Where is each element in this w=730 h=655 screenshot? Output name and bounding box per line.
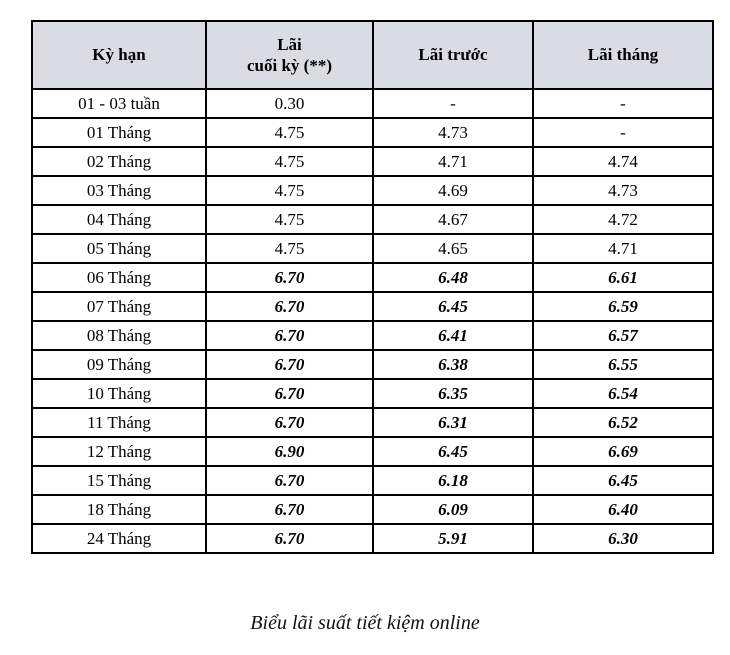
table-row: 06 Tháng 6.70 6.48 6.61 bbox=[31, 262, 714, 293]
term-cell: 04 Tháng bbox=[31, 204, 207, 235]
monthly-cell: 4.71 bbox=[532, 233, 714, 264]
col-header-monthly: Lãi tháng bbox=[532, 20, 714, 90]
end-of-term-cell: 6.70 bbox=[205, 291, 374, 322]
col-header-end-of-term-line1: Lãi bbox=[277, 34, 302, 54]
end-of-term-cell: 6.70 bbox=[205, 320, 374, 351]
table-row: 15 Tháng 6.70 6.18 6.45 bbox=[31, 465, 714, 496]
upfront-cell: 6.48 bbox=[372, 262, 534, 293]
end-of-term-cell: 6.70 bbox=[205, 494, 374, 525]
end-of-term-cell: 6.70 bbox=[205, 407, 374, 438]
term-cell: 06 Tháng bbox=[31, 262, 207, 293]
end-of-term-cell: 6.70 bbox=[205, 349, 374, 380]
monthly-cell: 4.74 bbox=[532, 146, 714, 177]
end-of-term-cell: 4.75 bbox=[205, 204, 374, 235]
monthly-cell: - bbox=[532, 117, 714, 148]
monthly-cell: 6.30 bbox=[532, 523, 714, 554]
table-caption: Biểu lãi suất tiết kiệm online bbox=[250, 612, 480, 634]
interest-rate-table-container: Kỳ hạn Lãi cuối kỳ (**) Lãi trước Lãi th… bbox=[31, 20, 714, 554]
upfront-cell: - bbox=[372, 88, 534, 119]
monthly-cell: 6.69 bbox=[532, 436, 714, 467]
monthly-cell: 6.59 bbox=[532, 291, 714, 322]
rate-table-header: Kỳ hạn Lãi cuối kỳ (**) Lãi trước Lãi th… bbox=[31, 20, 714, 90]
upfront-cell: 6.45 bbox=[372, 291, 534, 322]
table-row: 11 Tháng 6.70 6.31 6.52 bbox=[31, 407, 714, 438]
table-row: 09 Tháng 6.70 6.38 6.55 bbox=[31, 349, 714, 380]
term-cell: 05 Tháng bbox=[31, 233, 207, 264]
table-row: 10 Tháng 6.70 6.35 6.54 bbox=[31, 378, 714, 409]
term-cell: 15 Tháng bbox=[31, 465, 207, 496]
upfront-cell: 6.38 bbox=[372, 349, 534, 380]
monthly-cell: 6.61 bbox=[532, 262, 714, 293]
end-of-term-cell: 4.75 bbox=[205, 117, 374, 148]
col-header-term-label: Kỳ hạn bbox=[92, 45, 146, 65]
table-row: 03 Tháng 4.75 4.69 4.73 bbox=[31, 175, 714, 206]
table-row: 01 Tháng 4.75 4.73 - bbox=[31, 117, 714, 148]
end-of-term-cell: 4.75 bbox=[205, 175, 374, 206]
end-of-term-cell: 4.75 bbox=[205, 233, 374, 264]
table-row: 05 Tháng 4.75 4.65 4.71 bbox=[31, 233, 714, 264]
upfront-cell: 4.71 bbox=[372, 146, 534, 177]
rate-table-body: 01 - 03 tuần 0.30 - - 01 Tháng 4.75 4.73… bbox=[31, 88, 714, 554]
upfront-cell: 6.45 bbox=[372, 436, 534, 467]
table-row: 12 Tháng 6.90 6.45 6.69 bbox=[31, 436, 714, 467]
table-row: 01 - 03 tuần 0.30 - - bbox=[31, 88, 714, 119]
upfront-cell: 4.69 bbox=[372, 175, 534, 206]
col-header-upfront-label: Lãi trước bbox=[418, 45, 488, 65]
end-of-term-cell: 6.70 bbox=[205, 523, 374, 554]
term-cell: 18 Tháng bbox=[31, 494, 207, 525]
term-cell: 01 - 03 tuần bbox=[31, 88, 207, 119]
col-header-end-of-term-line2: cuối kỳ (**) bbox=[247, 56, 332, 75]
end-of-term-cell: 6.90 bbox=[205, 436, 374, 467]
upfront-cell: 4.73 bbox=[372, 117, 534, 148]
term-cell: 08 Tháng bbox=[31, 320, 207, 351]
interest-rate-table: Kỳ hạn Lãi cuối kỳ (**) Lãi trước Lãi th… bbox=[31, 20, 714, 554]
col-header-upfront: Lãi trước bbox=[372, 20, 534, 90]
monthly-cell: 6.52 bbox=[532, 407, 714, 438]
monthly-cell: 6.57 bbox=[532, 320, 714, 351]
end-of-term-cell: 6.70 bbox=[205, 262, 374, 293]
upfront-cell: 6.41 bbox=[372, 320, 534, 351]
monthly-cell: 4.73 bbox=[532, 175, 714, 206]
monthly-cell: 6.45 bbox=[532, 465, 714, 496]
term-cell: 01 Tháng bbox=[31, 117, 207, 148]
table-row: 07 Tháng 6.70 6.45 6.59 bbox=[31, 291, 714, 322]
upfront-cell: 5.91 bbox=[372, 523, 534, 554]
end-of-term-cell: 6.70 bbox=[205, 465, 374, 496]
table-row: 18 Tháng 6.70 6.09 6.40 bbox=[31, 494, 714, 525]
table-row: 04 Tháng 4.75 4.67 4.72 bbox=[31, 204, 714, 235]
term-cell: 11 Tháng bbox=[31, 407, 207, 438]
table-row: 08 Tháng 6.70 6.41 6.57 bbox=[31, 320, 714, 351]
col-header-term: Kỳ hạn bbox=[31, 20, 207, 90]
upfront-cell: 6.18 bbox=[372, 465, 534, 496]
col-header-monthly-label: Lãi tháng bbox=[587, 45, 659, 65]
term-cell: 09 Tháng bbox=[31, 349, 207, 380]
upfront-cell: 6.31 bbox=[372, 407, 534, 438]
term-cell: 12 Tháng bbox=[31, 436, 207, 467]
header-row: Kỳ hạn Lãi cuối kỳ (**) Lãi trước Lãi th… bbox=[31, 20, 714, 90]
monthly-cell: 6.54 bbox=[532, 378, 714, 409]
col-header-end-of-term: Lãi cuối kỳ (**) bbox=[205, 20, 374, 90]
end-of-term-cell: 4.75 bbox=[205, 146, 374, 177]
upfront-cell: 6.09 bbox=[372, 494, 534, 525]
term-cell: 02 Tháng bbox=[31, 146, 207, 177]
table-row: 24 Tháng 6.70 5.91 6.30 bbox=[31, 523, 714, 554]
term-cell: 07 Tháng bbox=[31, 291, 207, 322]
monthly-cell: - bbox=[532, 88, 714, 119]
table-row: 02 Tháng 4.75 4.71 4.74 bbox=[31, 146, 714, 177]
end-of-term-cell: 0.30 bbox=[205, 88, 374, 119]
monthly-cell: 4.72 bbox=[532, 204, 714, 235]
term-cell: 24 Tháng bbox=[31, 523, 207, 554]
upfront-cell: 6.35 bbox=[372, 378, 534, 409]
term-cell: 10 Tháng bbox=[31, 378, 207, 409]
end-of-term-cell: 6.70 bbox=[205, 378, 374, 409]
upfront-cell: 4.67 bbox=[372, 204, 534, 235]
monthly-cell: 6.40 bbox=[532, 494, 714, 525]
term-cell: 03 Tháng bbox=[31, 175, 207, 206]
upfront-cell: 4.65 bbox=[372, 233, 534, 264]
monthly-cell: 6.55 bbox=[532, 349, 714, 380]
